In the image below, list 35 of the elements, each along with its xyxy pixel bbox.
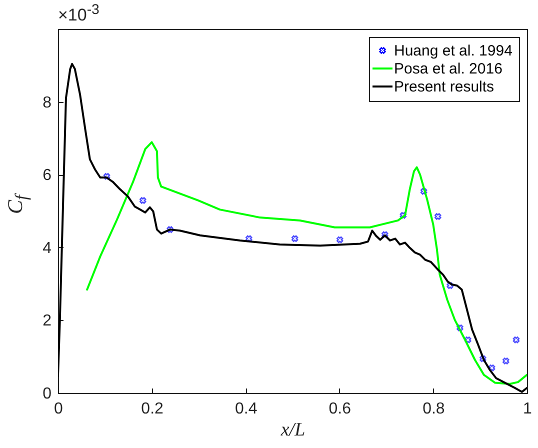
point [464, 336, 472, 344]
point [382, 231, 388, 238]
point [140, 197, 146, 204]
x-tick-label: 0.2 [141, 400, 164, 418]
x-tick-label: 0.8 [422, 400, 445, 418]
point [400, 212, 407, 219]
point [480, 355, 486, 362]
line-series [86, 141, 527, 385]
point [420, 188, 428, 195]
point [456, 324, 464, 332]
y-tick-label: 0 [42, 386, 52, 402]
x-axis-title: x/L [280, 420, 306, 440]
y-tick-label: 6 [42, 167, 52, 184]
point [246, 235, 252, 242]
legend-label: Huang et al. 1994 [394, 42, 512, 60]
point [336, 236, 344, 244]
point [446, 282, 454, 289]
point [166, 226, 174, 233]
legend-label: Present results [394, 78, 494, 96]
y-tick-label: 4 [42, 240, 52, 257]
x-tick-label: 0.4 [234, 400, 258, 418]
point [434, 213, 442, 220]
x-tick-label: 0.6 [328, 400, 352, 418]
point [488, 364, 496, 372]
point [291, 235, 298, 242]
line-series [58, 62, 527, 393]
text: ×10$^{-3}$ [58, 2, 100, 26]
x-tick-label: 0 [54, 400, 64, 418]
point [512, 336, 520, 344]
y-tick-label: 2 [42, 312, 52, 330]
y-tick-label: 8 [42, 94, 52, 112]
legend-label: Posa et al. 2016 [394, 60, 502, 78]
point [502, 358, 510, 364]
x-tick-label: 1 [523, 400, 532, 418]
point [103, 173, 110, 180]
